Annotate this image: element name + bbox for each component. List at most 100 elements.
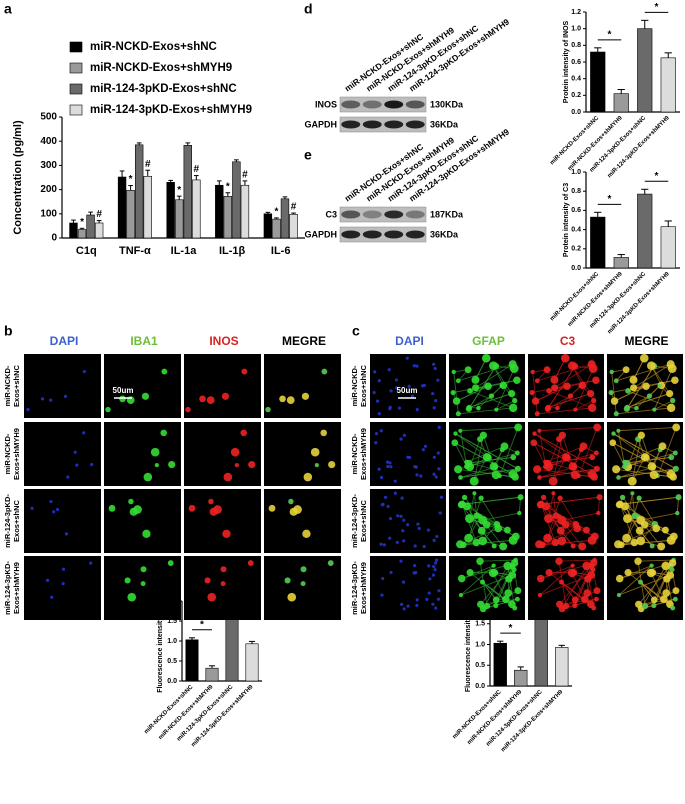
y-tick-label: 0.6 xyxy=(571,59,581,66)
cell xyxy=(30,506,34,510)
cell xyxy=(168,460,176,469)
y-tick-label: 0.2 xyxy=(571,92,581,99)
fiber xyxy=(469,393,512,408)
micrograph xyxy=(449,489,525,553)
cell xyxy=(471,375,480,384)
cell xyxy=(584,575,592,583)
bar xyxy=(514,669,528,687)
cell xyxy=(400,602,404,606)
cell xyxy=(401,580,406,584)
micrograph-bg xyxy=(184,422,261,486)
cell xyxy=(476,557,484,565)
panel-label: e xyxy=(304,147,312,163)
cell xyxy=(61,582,65,586)
cell xyxy=(616,593,621,598)
cell xyxy=(467,387,473,394)
micrograph xyxy=(528,353,604,418)
cell xyxy=(672,465,679,472)
bar xyxy=(613,93,629,113)
cell xyxy=(505,575,513,583)
fiber xyxy=(482,435,495,467)
channel-header: MEGRE xyxy=(282,334,326,348)
bar xyxy=(240,184,250,239)
cell xyxy=(435,534,439,539)
cell xyxy=(437,589,441,593)
cell xyxy=(560,353,570,363)
bar xyxy=(660,57,676,113)
micrograph xyxy=(370,556,446,620)
cell xyxy=(428,577,432,581)
cell xyxy=(127,592,137,602)
cell xyxy=(583,589,592,598)
cell xyxy=(385,460,390,464)
cell xyxy=(646,393,653,399)
cell xyxy=(436,451,440,455)
cell xyxy=(537,475,542,480)
fiber xyxy=(540,504,556,543)
cell xyxy=(434,475,438,479)
cell xyxy=(395,386,399,390)
cell xyxy=(499,383,504,388)
cell xyxy=(453,431,458,436)
micrograph xyxy=(24,354,101,418)
cell xyxy=(596,510,601,516)
y-tick-label: 1.0 xyxy=(571,169,581,176)
x-tick-label: C1q xyxy=(76,245,97,257)
fiber xyxy=(473,435,484,482)
cell xyxy=(588,364,598,373)
fiber xyxy=(552,435,563,482)
cell xyxy=(614,540,623,549)
row-label: Exos+shMYH9 xyxy=(359,562,368,614)
cell xyxy=(314,462,319,468)
micrograph xyxy=(24,422,101,486)
fiber xyxy=(455,433,489,458)
y-tick-label: 0.5 xyxy=(167,658,177,665)
cell xyxy=(301,392,310,400)
cell xyxy=(670,605,676,611)
fiber xyxy=(614,385,647,402)
y-tick-label: 0.0 xyxy=(571,109,581,116)
fiber xyxy=(578,427,598,477)
cell xyxy=(142,529,151,539)
cell xyxy=(416,522,420,526)
cell xyxy=(510,559,519,567)
cell xyxy=(452,397,461,405)
cell xyxy=(641,603,649,610)
micrograph xyxy=(184,556,261,620)
cell xyxy=(213,505,222,514)
cell xyxy=(590,473,598,481)
cell xyxy=(491,543,497,549)
cell xyxy=(624,568,632,577)
cell xyxy=(413,464,417,469)
cell xyxy=(436,597,441,601)
x-tick-label: TNF-α xyxy=(119,245,151,257)
fiber xyxy=(640,435,653,467)
cell xyxy=(532,431,537,436)
micrograph xyxy=(24,489,101,553)
micrograph xyxy=(104,354,181,418)
fiber xyxy=(462,496,521,505)
cell xyxy=(302,529,311,539)
cell xyxy=(124,577,131,584)
fiber xyxy=(559,497,577,525)
cell xyxy=(531,397,540,405)
cell xyxy=(105,406,111,413)
cell xyxy=(536,574,545,583)
micrograph xyxy=(607,353,683,418)
cell xyxy=(431,602,435,606)
fiber xyxy=(561,581,576,601)
micrograph-bg xyxy=(104,489,181,553)
cell xyxy=(414,570,418,575)
cell xyxy=(540,494,547,501)
micrograph xyxy=(449,556,525,620)
cell xyxy=(611,431,616,436)
cell xyxy=(415,408,419,412)
y-tick-label: 0.0 xyxy=(571,265,581,272)
cell xyxy=(636,536,646,546)
cell xyxy=(593,450,599,456)
cell xyxy=(265,406,271,413)
cell xyxy=(491,569,499,577)
blot-strip xyxy=(339,96,427,113)
significance-mark: * xyxy=(608,194,612,205)
